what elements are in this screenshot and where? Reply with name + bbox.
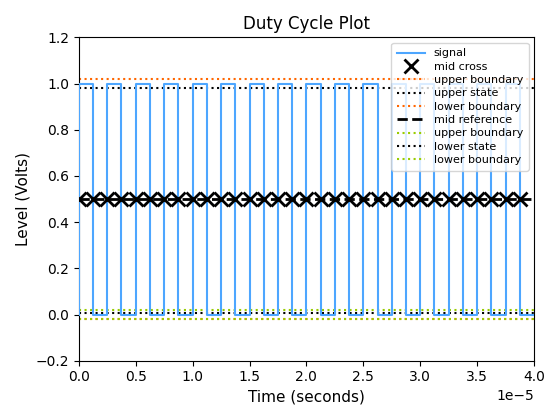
mid cross — [189, 197, 196, 202]
mid cross — [403, 197, 409, 202]
Line: signal: signal — [79, 84, 534, 315]
mid cross — [431, 197, 438, 202]
Title: Duty Cycle Plot: Duty Cycle Plot — [243, 15, 370, 33]
signal — [431, 81, 438, 86]
mid cross — [360, 197, 367, 202]
mid cross — [346, 197, 352, 202]
X-axis label: Time (seconds): Time (seconds) — [248, 390, 365, 405]
mid cross — [161, 197, 167, 202]
mid cross — [175, 197, 182, 202]
mid cross — [502, 197, 509, 202]
mid cross — [90, 197, 96, 202]
Y-axis label: Level (Volts): Level (Volts) — [15, 152, 30, 246]
mid cross — [118, 197, 125, 202]
signal — [76, 81, 82, 86]
signal — [189, 81, 196, 86]
mid cross — [289, 197, 296, 202]
signal — [531, 312, 538, 317]
mid cross — [218, 197, 225, 202]
Line: mid cross: mid cross — [72, 192, 527, 206]
signal — [332, 81, 338, 86]
mid cross — [76, 197, 82, 202]
mid cross — [445, 197, 452, 202]
Legend: signal, mid cross, upper boundary, upper state, lower boundary, mid reference, u: signal, mid cross, upper boundary, upper… — [391, 43, 529, 171]
mid cross — [374, 197, 381, 202]
mid cross — [104, 197, 110, 202]
mid cross — [516, 197, 523, 202]
signal — [90, 81, 96, 86]
mid cross — [389, 197, 395, 202]
mid cross — [147, 197, 153, 202]
mid cross — [318, 197, 324, 202]
mid cross — [203, 197, 210, 202]
mid cross — [417, 197, 423, 202]
signal — [303, 312, 310, 317]
signal — [104, 81, 110, 86]
mid cross — [246, 197, 253, 202]
mid cross — [460, 197, 466, 202]
mid cross — [303, 197, 310, 202]
mid cross — [332, 197, 338, 202]
signal — [76, 312, 82, 317]
mid cross — [488, 197, 494, 202]
mid cross — [132, 197, 139, 202]
mid cross — [260, 197, 267, 202]
mid cross — [474, 197, 480, 202]
mid cross — [232, 197, 239, 202]
mid cross — [274, 197, 281, 202]
